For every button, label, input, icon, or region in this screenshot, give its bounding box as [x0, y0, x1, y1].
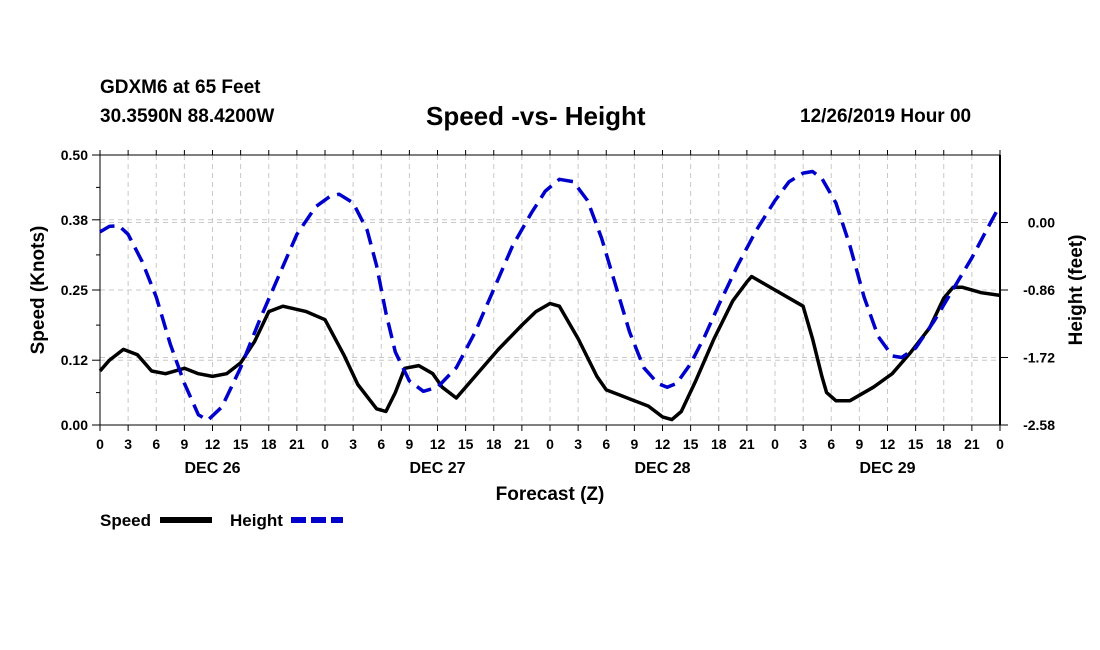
x-tick-label: 12 [880, 436, 896, 452]
x-tick-label: 21 [289, 436, 305, 452]
x-tick-label: 3 [349, 436, 357, 452]
x-tick-label: 6 [377, 436, 385, 452]
x-day-label: DEC 28 [634, 460, 690, 477]
x-tick-label: 15 [683, 436, 699, 452]
y2-tick-label: 0.00 [1028, 215, 1055, 231]
x-day-label: DEC 29 [859, 460, 915, 477]
x-tick-label: 9 [630, 436, 638, 452]
y-tick-label: 0.38 [61, 212, 88, 228]
y-tick-label: 0.00 [61, 417, 88, 433]
x-tick-label: 3 [799, 436, 807, 452]
y-tick-label: 0.50 [61, 147, 88, 163]
station-coordinates: 30.3590N 88.4200W [100, 106, 275, 127]
x-tick-label: 12 [655, 436, 671, 452]
x-tick-label: 9 [855, 436, 863, 452]
x-tick-label: 6 [827, 436, 835, 452]
forecast-date: 12/26/2019 Hour 00 [800, 106, 972, 127]
x-tick-label: 21 [739, 436, 755, 452]
y-tick-label: 0.25 [61, 282, 88, 298]
x-day-label: DEC 27 [409, 460, 465, 477]
legend-label-height: Height [230, 511, 283, 530]
y-axis-label: Speed (Knots) [28, 226, 49, 355]
chart-title: Speed -vs- Height [426, 101, 646, 131]
y2-tick-label: -1.72 [1023, 350, 1055, 366]
x-tick-label: 9 [405, 436, 413, 452]
y2-tick-label: -2.58 [1023, 417, 1055, 433]
x-tick-label: 6 [152, 436, 160, 452]
x-tick-label: 18 [261, 436, 277, 452]
x-tick-label: 6 [602, 436, 610, 452]
x-tick-label: 0 [546, 436, 554, 452]
station-title: GDXM6 at 65 Feet [100, 77, 261, 98]
x-tick-label: 15 [233, 436, 249, 452]
y2-axis-label: Height (feet) [1066, 235, 1087, 346]
x-tick-label: 0 [321, 436, 329, 452]
x-tick-label: 18 [711, 436, 727, 452]
x-tick-label: 18 [936, 436, 952, 452]
x-tick-label: 15 [458, 436, 474, 452]
x-tick-label: 3 [574, 436, 582, 452]
x-tick-label: 12 [430, 436, 446, 452]
x-tick-label: 0 [96, 436, 104, 452]
x-axis-label: Forecast (Z) [496, 484, 605, 505]
x-tick-label: 18 [486, 436, 502, 452]
x-tick-label: 0 [996, 436, 1004, 452]
x-tick-label: 15 [908, 436, 924, 452]
x-tick-label: 12 [205, 436, 221, 452]
x-tick-label: 21 [514, 436, 530, 452]
y2-tick-label: -0.86 [1023, 282, 1055, 298]
x-day-label: DEC 26 [184, 460, 240, 477]
x-tick-label: 9 [180, 436, 188, 452]
x-tick-label: 21 [964, 436, 980, 452]
legend-label-speed: Speed [100, 511, 151, 530]
x-tick-label: 0 [771, 436, 779, 452]
series-line-height [99, 169, 1002, 423]
y-tick-label: 0.12 [61, 352, 88, 368]
x-tick-label: 3 [124, 436, 132, 452]
